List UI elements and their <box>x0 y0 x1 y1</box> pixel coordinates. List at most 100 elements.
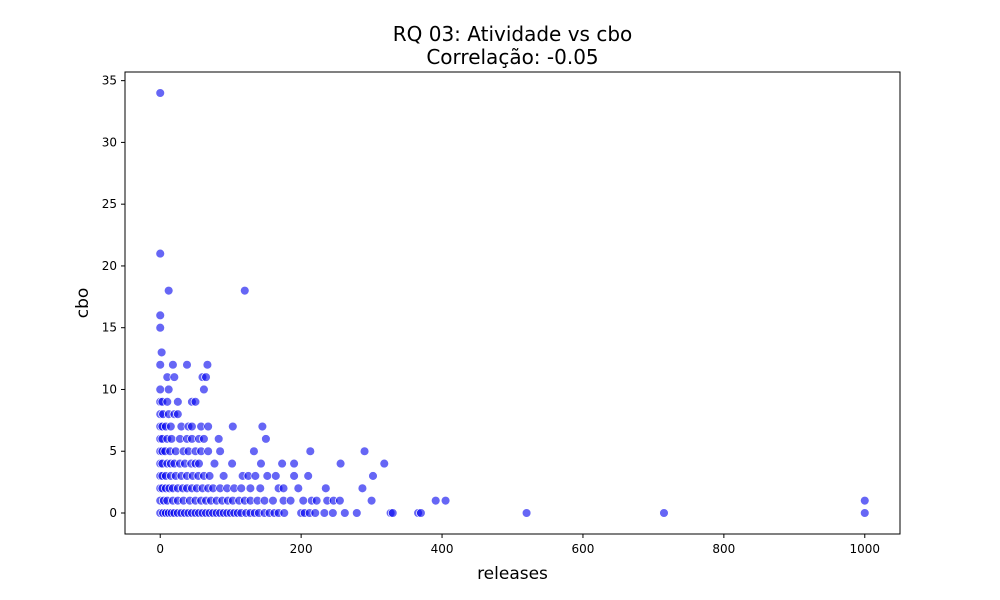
data-point <box>194 458 204 469</box>
data-point <box>249 446 259 456</box>
data-point <box>190 397 201 407</box>
data-point <box>285 495 296 506</box>
data-point <box>311 495 322 506</box>
data-point <box>357 483 368 494</box>
data-point <box>440 495 451 506</box>
data-point <box>352 508 362 518</box>
data-point <box>227 458 237 469</box>
y-tick-label: 20 <box>102 259 117 273</box>
data-point <box>860 508 870 518</box>
data-point <box>328 508 338 518</box>
data-point <box>155 384 165 395</box>
data-point <box>199 434 209 444</box>
data-point <box>228 421 238 432</box>
data-point <box>289 458 299 469</box>
data-point <box>213 434 224 444</box>
x-tick-label: 0 <box>156 542 164 556</box>
points-layer <box>155 88 870 518</box>
data-point <box>203 421 213 432</box>
data-point <box>298 495 309 506</box>
chart-title: RQ 03: Atividade vs cbo <box>393 22 633 46</box>
x-axis-ticks: 0 200 400 600 800 1000 <box>156 534 880 556</box>
data-point <box>250 471 261 481</box>
data-point <box>215 446 225 456</box>
data-point <box>259 495 270 506</box>
y-axis-ticks: 0 5 10 15 20 25 30 35 <box>102 74 125 520</box>
data-point <box>278 483 289 494</box>
data-point <box>430 495 441 506</box>
data-point <box>366 495 377 506</box>
data-point <box>521 508 532 518</box>
data-point <box>659 508 669 518</box>
data-point <box>166 421 176 432</box>
y-tick-label: 10 <box>102 382 117 396</box>
data-point <box>256 458 266 469</box>
data-point <box>166 434 177 444</box>
data-point <box>293 483 304 494</box>
plot-area-frame <box>124 71 901 535</box>
data-point <box>335 495 345 506</box>
data-point <box>387 508 398 518</box>
data-point <box>155 88 165 98</box>
y-tick-label: 35 <box>102 74 117 88</box>
data-point <box>163 285 174 296</box>
data-point <box>310 508 320 518</box>
y-tick-label: 0 <box>109 506 117 520</box>
data-point <box>173 409 183 419</box>
data-point <box>257 421 268 432</box>
data-point <box>240 285 250 296</box>
data-point <box>245 483 256 494</box>
data-point <box>279 508 289 518</box>
data-point <box>155 360 165 370</box>
data-point <box>173 397 183 407</box>
data-point <box>321 483 331 494</box>
x-tick-label: 800 <box>712 542 735 556</box>
data-point <box>305 446 316 456</box>
data-point <box>255 483 266 494</box>
chart-subtitle: Correlação: -0.05 <box>426 45 598 69</box>
data-point <box>261 434 271 444</box>
data-point <box>156 347 167 358</box>
data-point <box>860 495 870 506</box>
data-point <box>236 483 247 494</box>
data-point <box>203 446 213 456</box>
data-point <box>368 471 378 481</box>
data-point <box>319 508 330 518</box>
data-point <box>277 458 287 469</box>
data-point <box>289 471 299 481</box>
data-point <box>155 322 165 333</box>
x-tick-label: 600 <box>572 542 595 556</box>
x-axis-label: releases <box>477 564 548 584</box>
data-point <box>201 372 211 382</box>
data-point <box>359 446 370 456</box>
x-tick-label: 200 <box>290 542 313 556</box>
y-tick-label: 25 <box>102 197 117 211</box>
data-point <box>169 372 180 382</box>
y-tick-label: 30 <box>102 135 117 149</box>
data-point <box>202 360 213 370</box>
data-point <box>271 471 281 481</box>
y-axis-label: cbo <box>73 288 93 319</box>
data-point <box>218 471 229 481</box>
data-point <box>268 495 278 506</box>
data-point <box>303 471 313 481</box>
data-point <box>209 458 220 469</box>
data-point <box>262 471 273 481</box>
data-point <box>199 384 209 395</box>
data-point <box>187 421 197 432</box>
data-point <box>204 471 215 481</box>
y-tick-label: 5 <box>109 444 117 458</box>
data-point <box>416 508 426 518</box>
data-point <box>335 458 346 469</box>
y-tick-label: 15 <box>102 321 117 335</box>
data-point <box>163 384 174 395</box>
data-point <box>340 508 350 518</box>
data-point <box>379 458 390 469</box>
data-point <box>162 397 173 407</box>
data-point <box>182 360 192 370</box>
data-point <box>155 310 165 321</box>
data-point <box>168 360 178 370</box>
x-tick-label: 1000 <box>849 542 880 556</box>
